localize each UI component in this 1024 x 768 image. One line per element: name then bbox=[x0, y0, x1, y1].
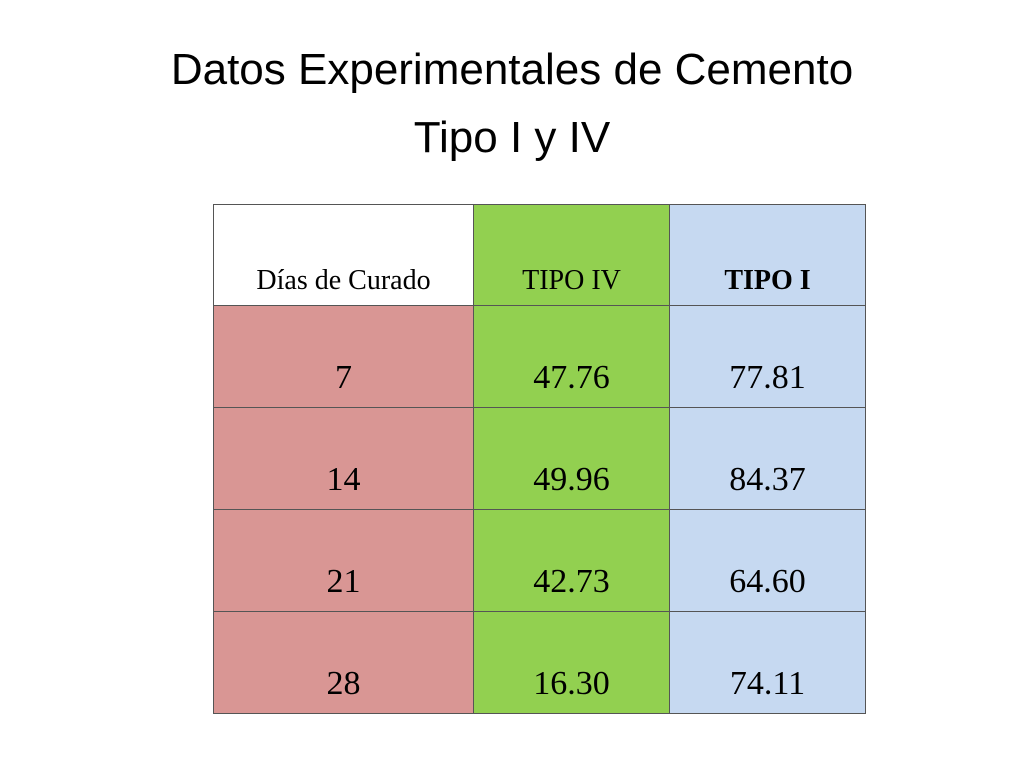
table-cell: 28 bbox=[213, 611, 474, 714]
table-cell: 64.60 bbox=[669, 509, 866, 612]
table-cell: 7 bbox=[213, 305, 474, 408]
table-cell: 42.73 bbox=[473, 509, 670, 612]
table-cell: 49.96 bbox=[473, 407, 670, 510]
header-cell: Días de Curado bbox=[213, 204, 474, 306]
header-row: Días de Curado TIPO IV TIPO I bbox=[213, 204, 866, 306]
table-cell: 16.30 bbox=[473, 611, 670, 714]
table-cell: 74.11 bbox=[669, 611, 866, 714]
table-cell: 14 bbox=[213, 407, 474, 510]
title-line: Datos Experimentales de Cemento bbox=[170, 45, 854, 94]
table-cell: 77.81 bbox=[669, 305, 866, 408]
slide-title: Datos Experimentales de Cemento Tipo I y… bbox=[0, 36, 1024, 172]
table-row: 7 47.76 77.81 bbox=[213, 305, 866, 408]
table-row: 28 16.30 74.11 bbox=[213, 611, 866, 714]
table-cell: 21 bbox=[213, 509, 474, 612]
header-cell: TIPO IV bbox=[473, 204, 670, 306]
header-cell: TIPO I bbox=[669, 204, 866, 306]
title-line: Tipo I y IV bbox=[413, 113, 611, 162]
table-row: 21 42.73 64.60 bbox=[213, 509, 866, 612]
table-row: 14 49.96 84.37 bbox=[213, 407, 866, 510]
table-cell: 84.37 bbox=[669, 407, 866, 510]
table-cell: 47.76 bbox=[473, 305, 670, 408]
data-table: Días de Curado TIPO IV TIPO I 7 47.76 77.8… bbox=[213, 204, 866, 714]
table-body: Días de Curado TIPO IV TIPO I 7 47.76 77.8… bbox=[213, 204, 866, 714]
